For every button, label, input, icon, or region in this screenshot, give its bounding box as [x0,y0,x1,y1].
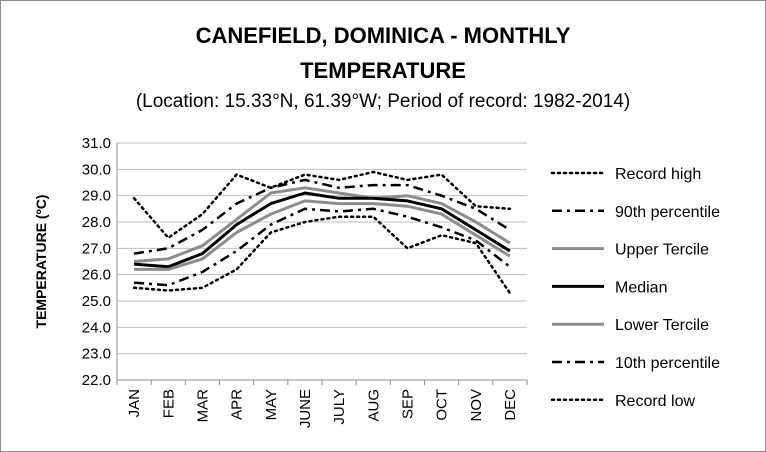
legend-label-lower-tercile: Lower Tercile [615,317,709,334]
y-tick-label: 26.0 [82,267,111,284]
series-line-record-low [132,215,512,295]
y-tick-label: 30.0 [82,161,111,178]
x-tick-label: APR [229,389,246,420]
chart-title-line-2: TEMPERATURE [300,58,466,83]
legend-label-10th-percentile: 10th percentile [615,355,720,372]
x-tick-label: JULY [331,389,348,425]
series-line-upper-tercile [133,186,511,263]
series-line-median [133,191,511,269]
x-tick-label: JUNE [297,389,314,428]
x-tick-label: AUG [365,389,382,422]
legend-label-record-high: Record high [615,166,701,183]
y-tick-label: 31.0 [82,135,111,152]
y-tick-label: 23.0 [82,346,111,363]
chart-subtitle: (Location: 15.33°N, 61.39°W; Period of r… [135,91,631,112]
x-tick-label: OCT [434,389,451,421]
x-tick-label: MAR [194,389,211,423]
y-tick-label: 25.0 [82,293,111,310]
legend-label-median: Median [615,279,667,296]
chart-title-line-1: CANEFIELD, DOMINICA - MONTHLY [195,23,571,48]
x-tick-label: DEC [502,389,519,421]
legend-label-90th-percentile: 90th percentile [615,204,720,221]
y-tick-label: 27.0 [82,240,111,257]
legend-label-upper-tercile: Upper Tercile [615,242,709,259]
y-tick-label: 29.0 [82,188,111,205]
x-tick-label: SEP [399,389,416,419]
x-tick-label: JAN [126,389,143,417]
x-tick-label: NOV [468,389,485,422]
y-tick-label: 22.0 [82,372,111,389]
series-line-record-high [132,170,512,240]
series-line-lower-tercile [134,199,511,271]
y-axis-title: TEMPERATURE (ºC) [33,195,49,329]
y-tick-label: 28.0 [82,214,111,231]
series-line-10th-percentile [134,207,511,287]
legend-label-record-low: Record low [615,393,695,410]
x-tick-label: FEB [160,389,177,418]
y-tick-label: 24.0 [82,319,111,336]
x-tick-label: MAY [263,389,280,420]
